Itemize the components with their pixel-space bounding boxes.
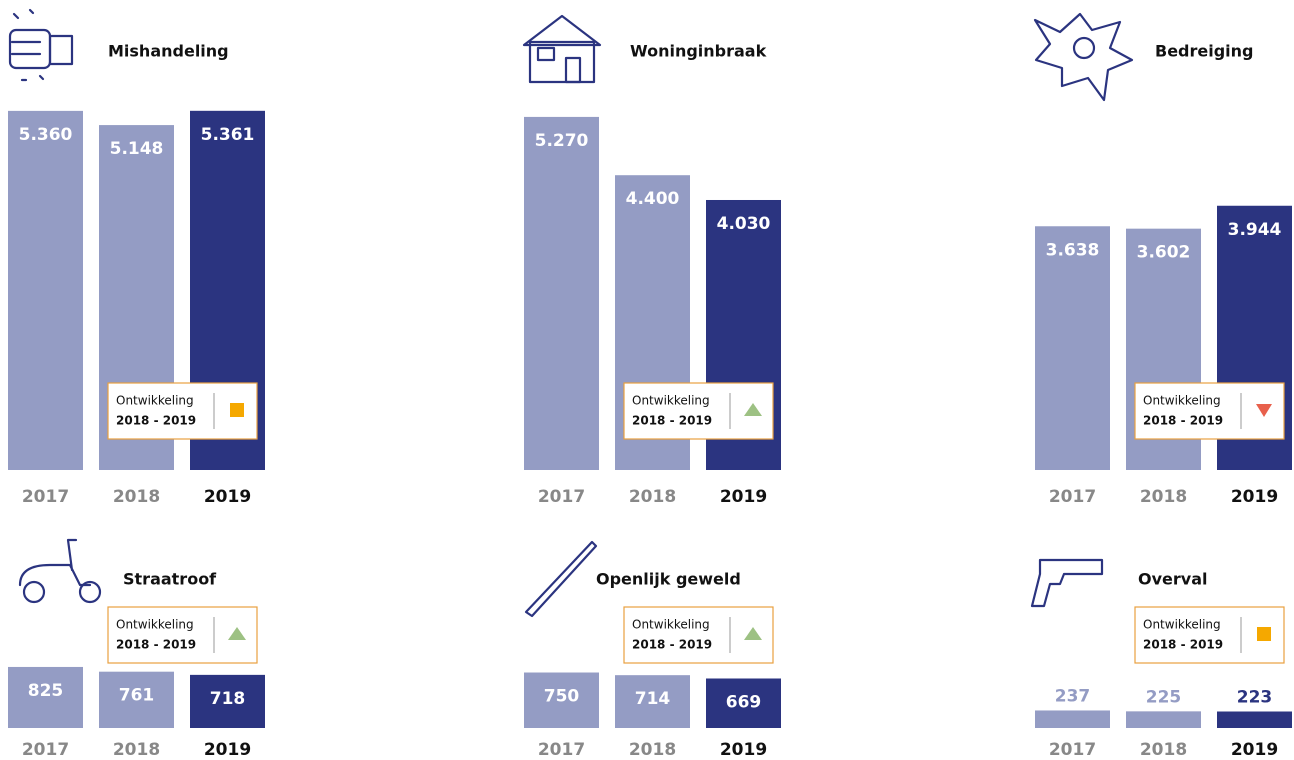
value-label: 3.944 [1228, 220, 1282, 240]
chart-title: Woninginbraak [630, 42, 767, 61]
x-tick-label: 2017 [538, 487, 585, 507]
value-label: 4.030 [717, 214, 771, 234]
icon-fist [8, 8, 74, 82]
value-label: 223 [1237, 687, 1273, 707]
x-tick-label: 2017 [22, 740, 69, 760]
development-period: 2018 - 2019 [116, 414, 196, 428]
indicator-stable [1257, 627, 1271, 641]
value-label: 4.400 [626, 189, 680, 209]
bar [1035, 710, 1110, 728]
x-tick-label: 2018 [629, 740, 676, 760]
bar [1217, 711, 1292, 728]
x-tick-label: 2019 [720, 740, 767, 760]
value-label: 825 [28, 681, 64, 701]
chart-title: Openlijk geweld [596, 570, 741, 589]
icon-house [522, 14, 602, 84]
x-tick-label: 2018 [1140, 487, 1187, 507]
development-label: Ontwikkeling [116, 618, 194, 632]
development-label: Ontwikkeling [632, 394, 710, 408]
value-label: 3.602 [1137, 243, 1191, 263]
development-label: Ontwikkeling [632, 618, 710, 632]
chart-title: Bedreiging [1155, 42, 1254, 61]
x-tick-label: 2019 [720, 487, 767, 507]
bar [706, 678, 781, 728]
bar [524, 672, 599, 728]
development-label: Ontwikkeling [1143, 618, 1221, 632]
x-tick-label: 2018 [629, 487, 676, 507]
value-label: 5.148 [110, 139, 164, 159]
development-period: 2018 - 2019 [116, 638, 196, 652]
development-period: 2018 - 2019 [1143, 638, 1223, 652]
value-label: 225 [1146, 687, 1182, 707]
bar [524, 116, 599, 470]
chart-title: Mishandeling [108, 42, 229, 61]
indicator-up [228, 627, 246, 640]
x-tick-label: 2017 [538, 740, 585, 760]
development-box [1134, 382, 1285, 440]
value-label: 5.360 [19, 125, 73, 145]
bar [1126, 711, 1201, 728]
bar [8, 666, 83, 728]
icon-threat [1033, 12, 1134, 102]
bar [1035, 226, 1110, 470]
value-label: 761 [119, 686, 155, 706]
development-label: Ontwikkeling [116, 394, 194, 408]
x-tick-label: 2018 [113, 740, 160, 760]
value-label: 5.270 [535, 131, 589, 151]
x-tick-label: 2017 [1049, 740, 1096, 760]
x-tick-label: 2019 [204, 487, 251, 507]
icon-gun [1030, 558, 1104, 608]
x-tick-label: 2019 [1231, 740, 1278, 760]
x-tick-label: 2019 [1231, 487, 1278, 507]
indicator-stable [230, 403, 244, 417]
value-label: 3.638 [1046, 240, 1100, 260]
x-tick-label: 2017 [1049, 487, 1096, 507]
indicator-up [744, 403, 762, 416]
bar [8, 110, 83, 470]
value-label: 669 [726, 692, 762, 712]
value-label: 714 [635, 689, 671, 709]
bar [99, 671, 174, 728]
chart-title: Overval [1138, 570, 1207, 589]
development-period: 2018 - 2019 [1143, 414, 1223, 428]
x-tick-label: 2018 [113, 487, 160, 507]
x-tick-label: 2018 [1140, 740, 1187, 760]
bar [190, 674, 265, 728]
value-label: 718 [210, 689, 246, 709]
icon-bat [524, 540, 598, 618]
icon-scooter [18, 538, 102, 604]
value-label: 750 [544, 687, 580, 707]
x-tick-label: 2019 [204, 740, 251, 760]
indicator-up [744, 627, 762, 640]
bar [615, 675, 690, 728]
development-label: Ontwikkeling [1143, 394, 1221, 408]
x-tick-label: 2017 [22, 487, 69, 507]
value-label: 237 [1055, 686, 1091, 706]
development-period: 2018 - 2019 [632, 638, 712, 652]
development-period: 2018 - 2019 [632, 414, 712, 428]
indicator-down [1256, 404, 1272, 417]
chart-title: Straatroof [123, 570, 217, 589]
value-label: 5.361 [201, 125, 255, 145]
